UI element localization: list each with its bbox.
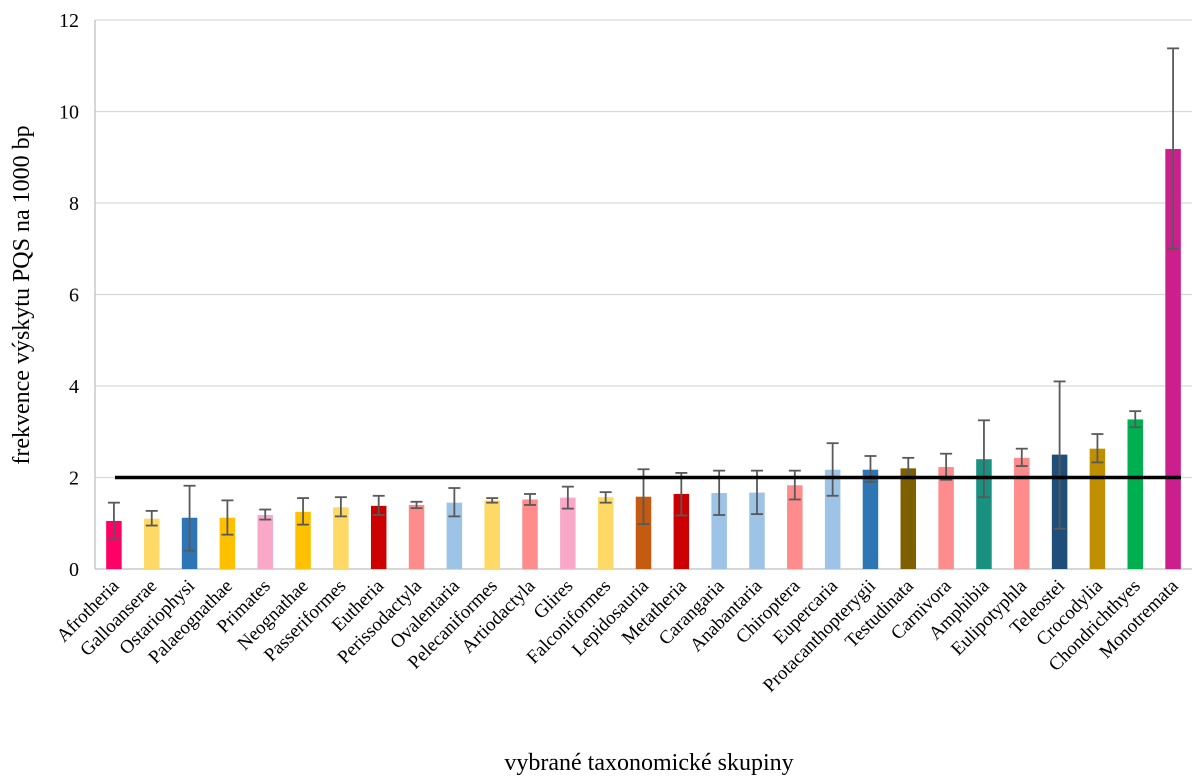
bar [787,485,803,569]
bar [862,469,879,569]
error-bar [145,509,158,527]
error-bar [1015,447,1028,467]
error-bar [297,497,310,526]
x-axis-title: vybrané taxonomické skupiny [504,750,793,776]
bar [484,500,500,569]
bar [938,466,954,569]
bar [1014,457,1030,569]
bar [635,496,652,569]
bar [295,511,311,569]
error-bar [826,442,839,497]
bar [749,492,765,569]
error-bar [788,469,801,501]
gridlines [95,19,1192,479]
y-tick-label: 4 [69,376,79,398]
y-tick-label: 6 [69,285,79,307]
y-tick-label: 10 [59,102,79,124]
y-axis-title: frekvence výskytu PQS na 1000 bp [9,125,35,464]
x-tick-labels: AfrotheriaGalloanseraeOstariophysiPalaeo… [53,575,1183,696]
error-bar [372,494,385,516]
error-bars [107,47,1180,552]
bar [333,507,349,569]
error-bar [1053,380,1066,530]
error-bar [940,452,953,481]
bar [824,469,841,569]
bar [219,517,236,569]
bars [106,149,1181,569]
bar [370,505,387,569]
y-tick-labels: 0 2 4 6 8 10 12 [59,10,79,581]
error-bar [675,472,688,517]
bar [446,502,463,569]
bar [1089,448,1106,569]
error-bar [410,500,423,510]
error-bar [1129,410,1142,429]
y-tick-label: 12 [59,10,79,32]
bar [976,459,992,569]
y-tick-label: 2 [69,468,79,490]
bar [673,493,690,569]
bar [597,497,614,569]
bar [143,518,160,569]
error-bar [1091,433,1104,464]
error-bar [334,496,347,518]
error-bar [448,487,461,518]
bar [408,504,425,569]
bar [900,468,917,569]
bar [1165,149,1181,569]
error-bar [221,499,234,536]
error-bar [107,501,120,541]
error-bar [524,493,537,506]
bar [711,493,727,569]
y-tick-label: 8 [69,193,79,215]
error-bar [561,485,574,510]
error-bar [599,491,612,504]
error-bar [977,419,990,499]
y-tick-label: 0 [69,559,79,581]
error-bar [486,497,499,504]
error-bar [183,484,196,552]
bar [106,520,122,569]
bar [522,499,538,569]
bar [1127,419,1144,569]
error-bar [1167,47,1180,250]
bar [560,497,576,569]
bar [257,515,273,569]
error-bar [259,508,272,521]
